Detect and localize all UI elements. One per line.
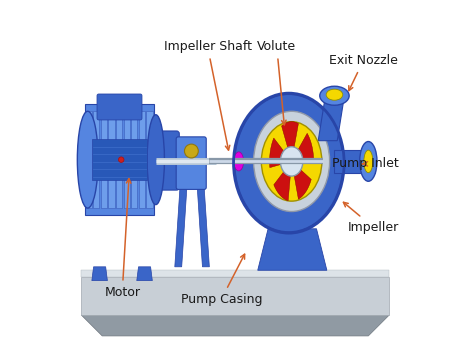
Ellipse shape [235,94,343,232]
Text: Impeller Shaft: Impeller Shaft [164,41,252,150]
Polygon shape [274,161,292,201]
Polygon shape [116,111,122,208]
Polygon shape [124,111,130,208]
Circle shape [184,144,198,158]
Polygon shape [270,138,292,168]
Polygon shape [82,315,389,336]
Polygon shape [92,139,147,180]
Ellipse shape [364,150,373,173]
Text: Pump Inlet: Pump Inlet [332,157,399,170]
Polygon shape [146,111,153,208]
Polygon shape [82,270,389,277]
Ellipse shape [77,111,98,208]
Text: Pump Casing: Pump Casing [181,254,262,305]
Polygon shape [139,111,145,208]
Text: Motor: Motor [104,179,140,299]
Circle shape [118,157,124,162]
Polygon shape [85,104,154,215]
Polygon shape [131,111,137,208]
Polygon shape [292,133,314,161]
Polygon shape [197,187,210,267]
Polygon shape [334,150,375,173]
Text: Impeller: Impeller [344,202,399,234]
Ellipse shape [360,142,377,181]
Polygon shape [92,267,108,281]
Ellipse shape [147,115,164,205]
Polygon shape [137,267,152,281]
Ellipse shape [281,147,303,176]
FancyBboxPatch shape [97,94,142,120]
Ellipse shape [254,111,329,212]
Ellipse shape [320,86,349,105]
Ellipse shape [326,89,343,100]
FancyBboxPatch shape [155,131,179,190]
Polygon shape [109,111,115,208]
FancyBboxPatch shape [176,137,206,189]
Text: Exit Nozzle: Exit Nozzle [329,54,398,91]
Polygon shape [258,229,327,270]
Polygon shape [175,187,187,267]
Polygon shape [101,111,107,208]
Ellipse shape [261,122,322,201]
Polygon shape [82,277,389,315]
Ellipse shape [234,152,244,171]
Polygon shape [93,111,100,208]
Polygon shape [292,161,311,199]
Polygon shape [282,122,299,161]
Text: Volute: Volute [257,41,296,125]
Polygon shape [86,111,92,208]
Polygon shape [318,98,344,141]
